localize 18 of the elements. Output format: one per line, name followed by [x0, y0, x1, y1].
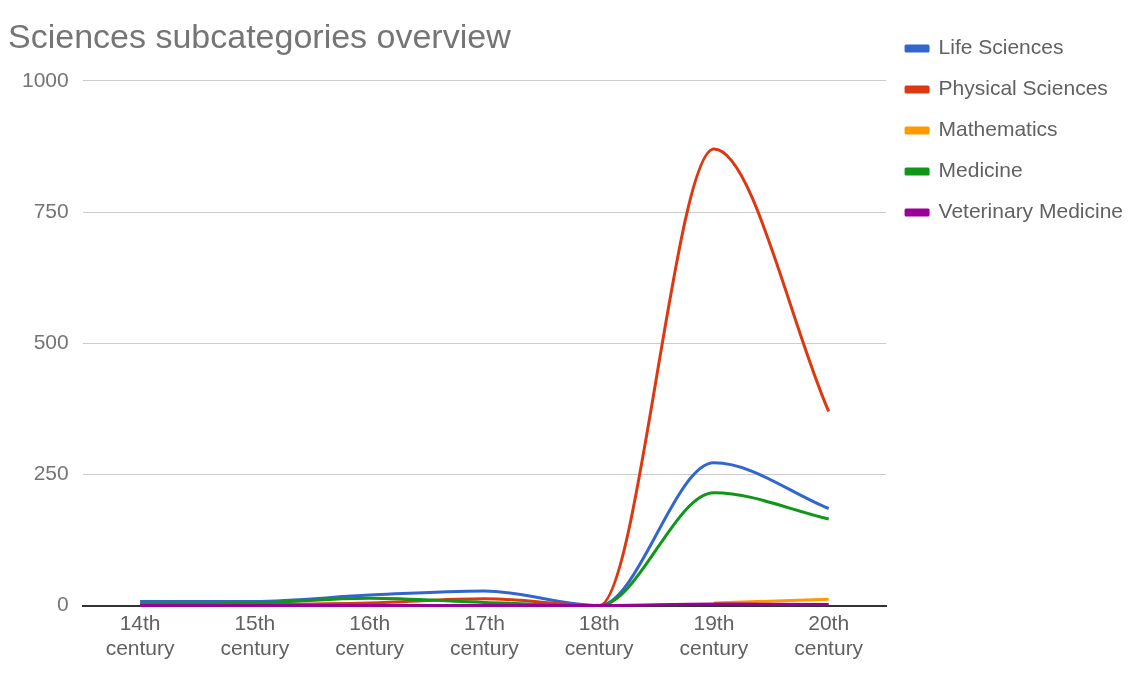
legend-label: Mathematics	[938, 117, 1058, 141]
legend-label: Physical Sciences	[938, 76, 1108, 100]
x-tick-label: 16th century	[335, 611, 405, 660]
x-tick-label: 19th century	[679, 611, 749, 660]
y-tick-label: 250	[33, 461, 69, 485]
x-tick-label: 14th century	[105, 611, 176, 660]
y-tick-label: 0	[57, 592, 69, 616]
y-tick-label: 500	[33, 330, 69, 353]
x-tick-label: 17th century	[449, 611, 520, 660]
y-tick-label: 1000	[22, 67, 69, 91]
legend-label: Veterinary Medicine	[938, 199, 1124, 223]
chart-title: Sciences subcategories overview	[8, 16, 512, 55]
y-tick-label: 750	[33, 198, 69, 222]
x-tick-label: 15th century	[220, 611, 290, 660]
x-tick-label: 20th century	[794, 611, 864, 660]
legend-label: Medicine	[938, 158, 1023, 182]
legend-label: Life Sciences	[938, 35, 1064, 59]
x-tick-label: 18th century	[564, 611, 635, 660]
